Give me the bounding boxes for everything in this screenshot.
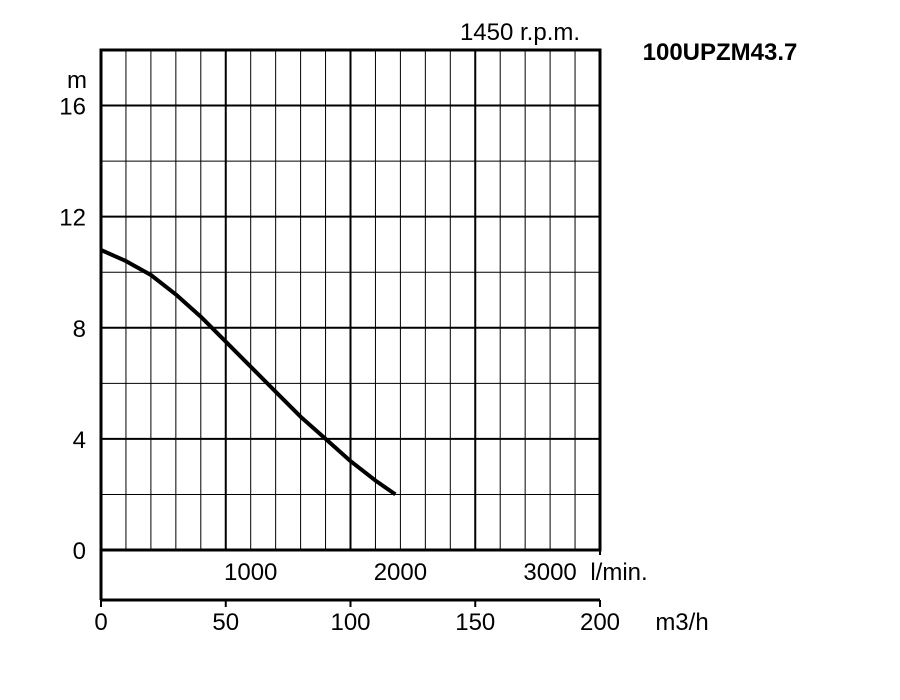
grid-lines (101, 50, 600, 550)
m3h-tick-label: 50 (212, 609, 239, 636)
x-axis-label-m3h: m3/h (655, 609, 708, 636)
chart-title: 100UPZM43.7 (643, 39, 798, 66)
y-tick-label: 8 (73, 316, 86, 343)
m3h-tick-label: 150 (455, 609, 495, 636)
y-axis-label: m (67, 67, 87, 94)
curve-layer (100, 248, 397, 497)
lmin-tick-label: 3000 (523, 559, 576, 586)
lmin-tick-label: 1000 (224, 559, 277, 586)
chart-frame (99, 48, 602, 607)
plot-border (99, 48, 602, 552)
y-tick-label: 4 (73, 427, 86, 454)
y-tick-label: 16 (59, 94, 86, 121)
chart-subtitle: 1450 r.p.m. (460, 19, 580, 46)
label-layer: 0 50 100 150 200 1000 2000 3000 0 4 8 12 16 (59, 94, 620, 636)
lmin-tick-label: 2000 (374, 559, 427, 586)
y-tick-label: 12 (59, 205, 86, 232)
m3h-tick-label: 0 (94, 609, 107, 636)
m3h-tick-label: 200 (580, 609, 620, 636)
performance-curve (100, 248, 397, 497)
y-tick-label: 0 (73, 538, 86, 565)
x-axis-label-lmin: l/min. (590, 559, 647, 586)
m3h-tick-label: 100 (330, 609, 370, 636)
